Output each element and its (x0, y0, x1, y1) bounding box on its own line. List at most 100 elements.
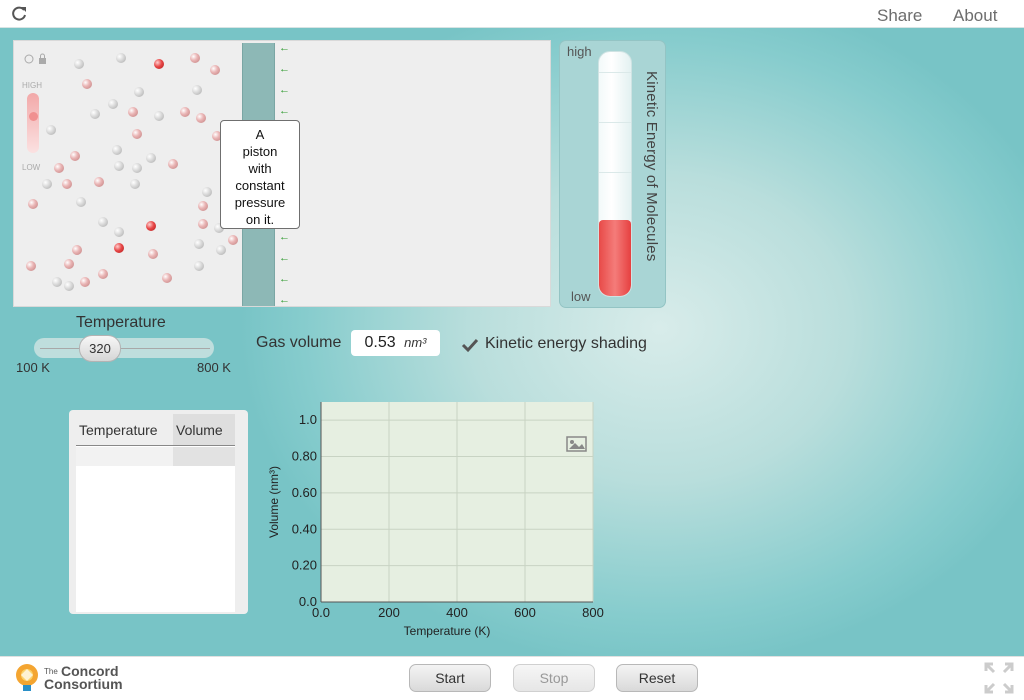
footer-bar: The Concord Consortium Start Stop Reset (0, 656, 1024, 700)
molecule (54, 163, 64, 173)
main-area: HIGH LOW ←←←←←←←←←←←←← A piston with con… (0, 28, 1024, 656)
y-tick-labels: 0.0 0.20 0.40 0.60 0.80 1.0 (292, 412, 317, 609)
mini-thermometer-knob (29, 112, 38, 121)
gauge-fill (599, 220, 631, 296)
molecule (212, 131, 222, 141)
molecule (146, 153, 156, 163)
model-tools-icons[interactable] (24, 53, 50, 68)
y-tick-label: 0.80 (292, 449, 317, 464)
x-tick-label: 800 (582, 605, 604, 620)
info-lock-icon[interactable] (24, 53, 50, 65)
tooltip-line: A (255, 127, 265, 142)
molecule (154, 59, 164, 69)
y-tick-label: 0.20 (292, 558, 317, 573)
molecule (132, 163, 142, 173)
x-tick-label: 200 (378, 605, 400, 620)
y-tick-label: 0.0 (299, 594, 317, 609)
molecule (114, 227, 124, 237)
molecule (82, 79, 92, 89)
molecule (214, 223, 224, 233)
gauge-tick (599, 122, 631, 123)
image-snapshot-icon[interactable] (566, 436, 587, 452)
molecule (146, 221, 156, 231)
molecule (128, 107, 138, 117)
table-header-volume: Volume (173, 414, 235, 446)
reload-icon[interactable] (10, 5, 28, 23)
molecule (190, 53, 200, 63)
molecule (42, 179, 52, 189)
molecule (98, 269, 108, 279)
molecule (194, 261, 204, 271)
molecule (26, 261, 36, 271)
tooltip-line: constant (235, 178, 285, 193)
pressure-arrow-icon: ← (279, 231, 290, 243)
molecule (62, 179, 72, 189)
molecule (108, 99, 118, 109)
top-bar: Share About (0, 0, 1024, 28)
molecule (198, 219, 208, 229)
tooltip-line: piston (242, 144, 278, 159)
molecule (94, 177, 104, 187)
molecule (198, 201, 208, 211)
table-cell-temperature[interactable] (76, 447, 173, 466)
simulation-view: HIGH LOW ←←←←←←←←←←←←← A piston with con… (13, 40, 551, 307)
logo-text-concord[interactable]: Concord (61, 663, 119, 679)
reset-button[interactable]: Reset (616, 664, 698, 692)
mini-thermometer-low: LOW (22, 163, 41, 172)
stop-button[interactable]: Stop (513, 664, 595, 692)
molecule (64, 281, 74, 291)
temperature-max-label: 800 K (197, 360, 231, 375)
temperature-min-label: 100 K (16, 360, 50, 375)
y-tick-label: 1.0 (299, 412, 317, 427)
start-button[interactable]: Start (409, 664, 491, 692)
gas-volume-value: 0.53 (364, 334, 396, 351)
molecule (74, 59, 84, 69)
molecule (210, 65, 220, 75)
temperature-slider-handle[interactable]: 320 (79, 335, 121, 362)
pressure-arrow-icon: ← (279, 273, 290, 285)
x-tick-labels: 0.0 200 400 600 800 (312, 605, 604, 620)
molecule (216, 245, 226, 255)
gauge-tube (598, 51, 632, 297)
molecule (194, 239, 204, 249)
logo-text-the[interactable]: The (44, 667, 58, 676)
gauge-high-label: high (567, 44, 592, 59)
x-tick-label: 400 (446, 605, 468, 620)
kinetic-energy-gauge: high Kinetic Energy of Molecules low (559, 40, 666, 308)
molecule (192, 85, 202, 95)
logo-text-consortium[interactable]: Consortium (44, 676, 123, 692)
about-link[interactable]: About (953, 6, 998, 25)
pressure-arrow-icon: ← (279, 42, 290, 54)
data-table: Temperature Volume (76, 414, 235, 612)
molecule (64, 259, 74, 269)
piston-tooltip: A piston with constant pressure on it. (220, 120, 300, 229)
y-tick-label: 0.40 (292, 521, 317, 536)
gas-volume-label: Gas volume (256, 334, 342, 351)
gauge-title: Kinetic Energy of Molecules (643, 71, 660, 262)
gauge-low-label: low (571, 289, 591, 304)
molecule (98, 217, 108, 227)
fullscreen-icon[interactable] (984, 662, 1014, 694)
volume-temperature-graph: 0.0 200 400 600 800 0.0 0.20 0.40 0.60 0.80 1.0 T… (267, 402, 604, 638)
concord-logo-icon[interactable] (12, 661, 42, 695)
pressure-arrow-icon: ← (279, 84, 290, 96)
tooltip-line: on it. (245, 212, 275, 227)
molecule (112, 145, 122, 155)
ke-shading-checkbox[interactable] (461, 336, 479, 354)
share-link[interactable]: Share (877, 6, 923, 25)
molecule (130, 179, 140, 189)
molecule (76, 197, 86, 207)
molecule (168, 159, 178, 169)
x-axis-label: Temperature (K) (404, 624, 491, 638)
molecule (114, 243, 124, 253)
table-cell-volume[interactable] (173, 447, 235, 466)
y-tick-label: 0.60 (292, 485, 317, 500)
mini-thermometer-bar (27, 93, 39, 153)
ke-shading-label[interactable]: Kinetic energy shading (485, 335, 647, 352)
molecule (114, 161, 124, 171)
molecule (148, 249, 158, 259)
tooltip-line: pressure (234, 195, 286, 210)
molecule (80, 277, 90, 287)
mini-thermometer: HIGH LOW (20, 79, 46, 172)
pressure-arrow-icon: ← (279, 252, 290, 264)
